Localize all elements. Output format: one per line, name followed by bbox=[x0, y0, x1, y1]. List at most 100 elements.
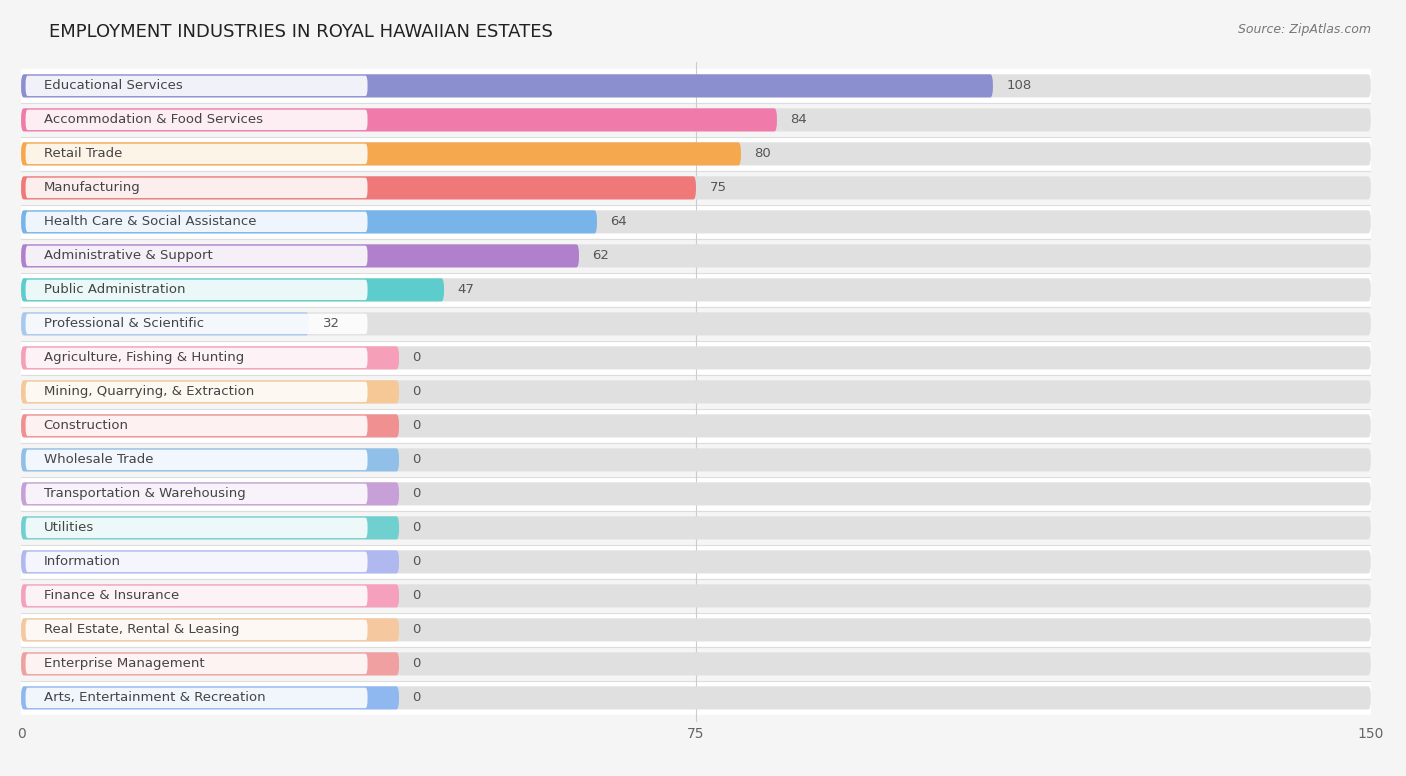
FancyBboxPatch shape bbox=[21, 686, 1371, 709]
FancyBboxPatch shape bbox=[25, 279, 367, 300]
FancyBboxPatch shape bbox=[13, 477, 1379, 511]
FancyBboxPatch shape bbox=[25, 144, 367, 164]
Text: 0: 0 bbox=[412, 453, 420, 466]
FancyBboxPatch shape bbox=[13, 613, 1379, 647]
FancyBboxPatch shape bbox=[25, 178, 367, 198]
Text: 0: 0 bbox=[412, 419, 420, 432]
Text: 0: 0 bbox=[412, 691, 420, 705]
FancyBboxPatch shape bbox=[21, 210, 1371, 234]
Text: Information: Information bbox=[44, 556, 121, 568]
FancyBboxPatch shape bbox=[21, 279, 444, 301]
FancyBboxPatch shape bbox=[21, 584, 399, 608]
FancyBboxPatch shape bbox=[13, 409, 1379, 443]
FancyBboxPatch shape bbox=[13, 545, 1379, 579]
FancyBboxPatch shape bbox=[13, 341, 1379, 375]
FancyBboxPatch shape bbox=[25, 109, 367, 130]
Text: Construction: Construction bbox=[44, 419, 128, 432]
FancyBboxPatch shape bbox=[21, 74, 993, 98]
FancyBboxPatch shape bbox=[21, 346, 399, 369]
Text: 32: 32 bbox=[322, 317, 339, 331]
FancyBboxPatch shape bbox=[25, 416, 367, 436]
FancyBboxPatch shape bbox=[21, 312, 309, 335]
FancyBboxPatch shape bbox=[21, 109, 1371, 131]
FancyBboxPatch shape bbox=[21, 584, 1371, 608]
FancyBboxPatch shape bbox=[21, 550, 399, 573]
Text: Transportation & Warehousing: Transportation & Warehousing bbox=[44, 487, 245, 501]
FancyBboxPatch shape bbox=[25, 552, 367, 572]
FancyBboxPatch shape bbox=[13, 103, 1379, 137]
FancyBboxPatch shape bbox=[21, 176, 696, 199]
FancyBboxPatch shape bbox=[25, 586, 367, 606]
Text: 0: 0 bbox=[412, 487, 420, 501]
Text: Wholesale Trade: Wholesale Trade bbox=[44, 453, 153, 466]
FancyBboxPatch shape bbox=[13, 647, 1379, 681]
FancyBboxPatch shape bbox=[21, 483, 399, 505]
Text: Health Care & Social Assistance: Health Care & Social Assistance bbox=[44, 216, 256, 228]
FancyBboxPatch shape bbox=[13, 273, 1379, 307]
FancyBboxPatch shape bbox=[21, 142, 1371, 165]
Text: EMPLOYMENT INDUSTRIES IN ROYAL HAWAIIAN ESTATES: EMPLOYMENT INDUSTRIES IN ROYAL HAWAIIAN … bbox=[49, 23, 553, 41]
FancyBboxPatch shape bbox=[21, 312, 1371, 335]
FancyBboxPatch shape bbox=[21, 550, 1371, 573]
Text: Accommodation & Food Services: Accommodation & Food Services bbox=[44, 113, 263, 126]
FancyBboxPatch shape bbox=[25, 246, 367, 266]
FancyBboxPatch shape bbox=[25, 348, 367, 368]
Text: Public Administration: Public Administration bbox=[44, 283, 186, 296]
Text: 0: 0 bbox=[412, 521, 420, 535]
Text: Real Estate, Rental & Leasing: Real Estate, Rental & Leasing bbox=[44, 623, 239, 636]
FancyBboxPatch shape bbox=[21, 244, 1371, 268]
Text: 47: 47 bbox=[457, 283, 474, 296]
FancyBboxPatch shape bbox=[25, 449, 367, 470]
FancyBboxPatch shape bbox=[25, 382, 367, 402]
Text: 108: 108 bbox=[1007, 79, 1032, 92]
Text: Manufacturing: Manufacturing bbox=[44, 182, 141, 194]
Text: Professional & Scientific: Professional & Scientific bbox=[44, 317, 204, 331]
Text: 64: 64 bbox=[610, 216, 627, 228]
FancyBboxPatch shape bbox=[21, 483, 1371, 505]
Text: 0: 0 bbox=[412, 590, 420, 602]
Text: 75: 75 bbox=[710, 182, 727, 194]
FancyBboxPatch shape bbox=[21, 142, 741, 165]
FancyBboxPatch shape bbox=[13, 443, 1379, 477]
FancyBboxPatch shape bbox=[21, 686, 399, 709]
FancyBboxPatch shape bbox=[13, 579, 1379, 613]
FancyBboxPatch shape bbox=[13, 307, 1379, 341]
FancyBboxPatch shape bbox=[13, 205, 1379, 239]
FancyBboxPatch shape bbox=[25, 518, 367, 538]
FancyBboxPatch shape bbox=[21, 618, 1371, 642]
FancyBboxPatch shape bbox=[21, 653, 399, 675]
Text: 0: 0 bbox=[412, 623, 420, 636]
FancyBboxPatch shape bbox=[21, 279, 1371, 301]
FancyBboxPatch shape bbox=[21, 109, 778, 131]
FancyBboxPatch shape bbox=[13, 69, 1379, 103]
Text: Retail Trade: Retail Trade bbox=[44, 147, 122, 161]
FancyBboxPatch shape bbox=[21, 449, 399, 472]
Text: Utilities: Utilities bbox=[44, 521, 94, 535]
FancyBboxPatch shape bbox=[21, 449, 1371, 472]
Text: 80: 80 bbox=[755, 147, 772, 161]
Text: Enterprise Management: Enterprise Management bbox=[44, 657, 204, 670]
FancyBboxPatch shape bbox=[25, 483, 367, 504]
Text: Agriculture, Fishing & Hunting: Agriculture, Fishing & Hunting bbox=[44, 352, 243, 365]
FancyBboxPatch shape bbox=[21, 516, 399, 539]
Text: 0: 0 bbox=[412, 556, 420, 568]
FancyBboxPatch shape bbox=[25, 76, 367, 96]
Text: Source: ZipAtlas.com: Source: ZipAtlas.com bbox=[1237, 23, 1371, 36]
FancyBboxPatch shape bbox=[21, 380, 399, 404]
FancyBboxPatch shape bbox=[25, 620, 367, 640]
FancyBboxPatch shape bbox=[21, 618, 399, 642]
FancyBboxPatch shape bbox=[21, 380, 1371, 404]
FancyBboxPatch shape bbox=[13, 171, 1379, 205]
FancyBboxPatch shape bbox=[21, 414, 399, 438]
FancyBboxPatch shape bbox=[25, 688, 367, 708]
Text: 0: 0 bbox=[412, 657, 420, 670]
Text: 62: 62 bbox=[592, 249, 609, 262]
FancyBboxPatch shape bbox=[21, 74, 1371, 98]
FancyBboxPatch shape bbox=[21, 346, 1371, 369]
FancyBboxPatch shape bbox=[21, 210, 598, 234]
FancyBboxPatch shape bbox=[25, 653, 367, 674]
FancyBboxPatch shape bbox=[21, 244, 579, 268]
FancyBboxPatch shape bbox=[13, 511, 1379, 545]
FancyBboxPatch shape bbox=[25, 314, 367, 334]
FancyBboxPatch shape bbox=[21, 653, 1371, 675]
